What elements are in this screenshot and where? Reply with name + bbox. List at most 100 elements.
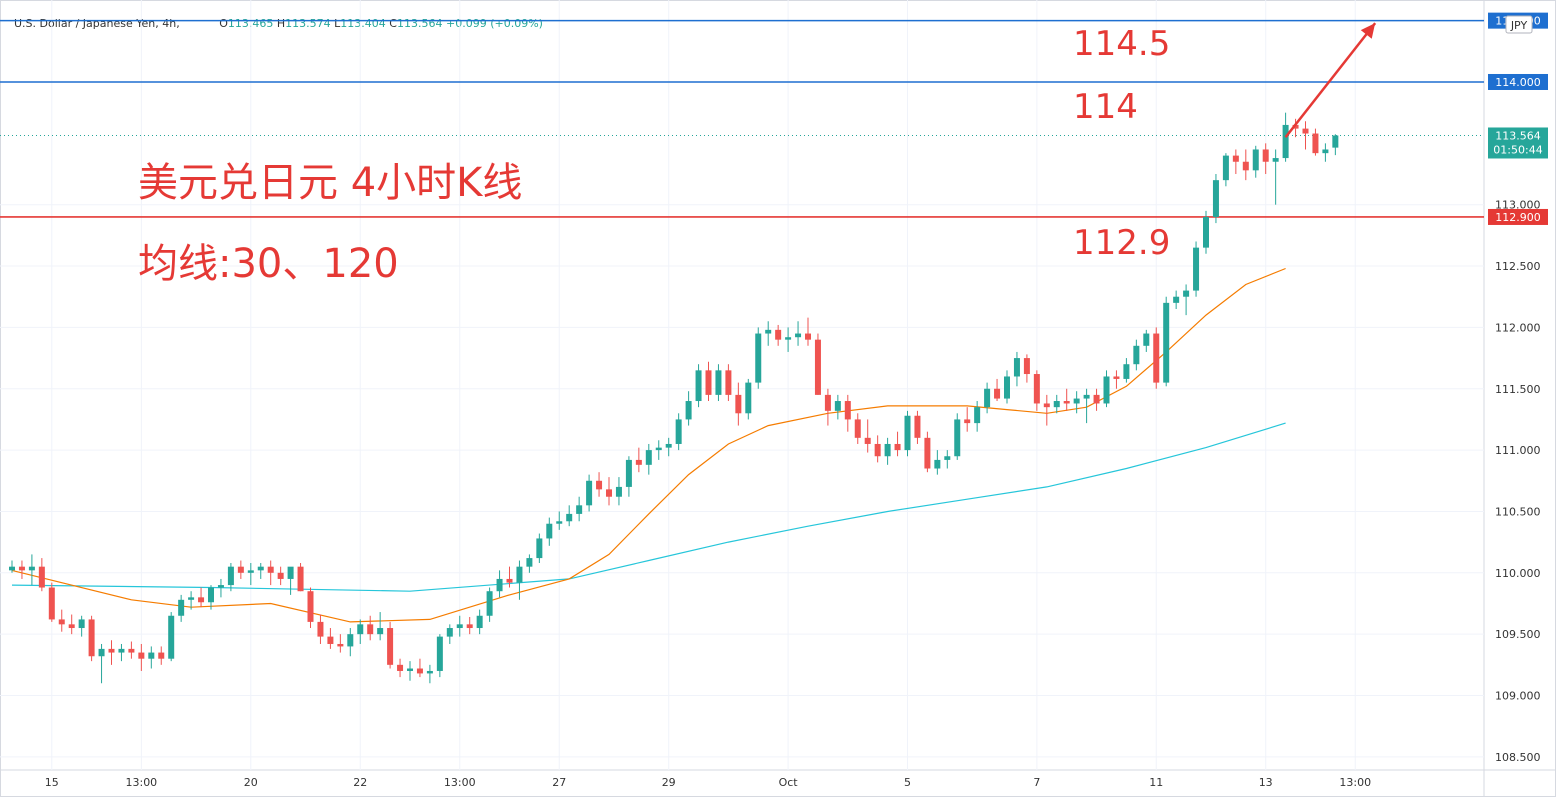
candle[interactable]	[765, 321, 772, 346]
candle[interactable]	[566, 505, 573, 527]
candle[interactable]	[1232, 149, 1239, 175]
candle[interactable]	[496, 570, 503, 598]
candle[interactable]	[615, 477, 622, 506]
candle[interactable]	[18, 560, 25, 579]
candle[interactable]	[227, 562, 234, 592]
candle[interactable]	[1163, 296, 1170, 387]
candle[interactable]	[1123, 358, 1130, 383]
candle[interactable]	[924, 431, 931, 473]
candle[interactable]	[307, 587, 314, 629]
candle[interactable]	[785, 327, 792, 352]
candle[interactable]	[1013, 351, 1020, 387]
candle[interactable]	[516, 560, 523, 600]
candle[interactable]	[357, 619, 364, 644]
candle[interactable]	[805, 317, 811, 346]
candle[interactable]	[28, 554, 35, 586]
candle[interactable]	[1203, 210, 1209, 254]
candle[interactable]	[954, 413, 961, 460]
candle[interactable]	[1153, 327, 1160, 389]
candle[interactable]	[1292, 118, 1299, 138]
candle[interactable]	[78, 615, 85, 637]
candle[interactable]	[108, 640, 115, 665]
candle[interactable]	[1212, 174, 1219, 224]
candle[interactable]	[327, 628, 334, 649]
candle[interactable]	[904, 410, 911, 457]
candle[interactable]	[9, 560, 15, 573]
candle[interactable]	[834, 394, 841, 420]
candle[interactable]	[964, 407, 971, 432]
candle[interactable]	[168, 612, 175, 662]
candle[interactable]	[1103, 370, 1110, 408]
candle[interactable]	[625, 456, 632, 497]
candle[interactable]	[426, 664, 433, 684]
candle[interactable]	[377, 612, 384, 641]
candle[interactable]	[715, 364, 722, 402]
candle[interactable]	[755, 327, 762, 389]
candle[interactable]	[98, 643, 105, 684]
candle[interactable]	[68, 614, 75, 635]
candle[interactable]	[287, 566, 294, 595]
candle[interactable]	[735, 382, 742, 426]
candle[interactable]	[635, 447, 642, 473]
candle[interactable]	[1053, 394, 1060, 414]
candle[interactable]	[1183, 284, 1190, 316]
candle[interactable]	[854, 413, 861, 444]
candle[interactable]	[277, 566, 284, 586]
candle[interactable]	[486, 587, 493, 622]
candle[interactable]	[178, 594, 185, 622]
candle[interactable]	[88, 615, 95, 662]
candle[interactable]	[1173, 290, 1180, 309]
candle[interactable]	[506, 566, 513, 588]
candle[interactable]	[894, 431, 901, 457]
candle[interactable]	[297, 562, 304, 592]
candle[interactable]	[1004, 370, 1010, 404]
candle[interactable]	[685, 391, 692, 426]
candle[interactable]	[446, 624, 453, 644]
candle[interactable]	[476, 609, 483, 635]
candle[interactable]	[198, 587, 205, 608]
candle[interactable]	[317, 614, 324, 644]
price-axis[interactable]: 108.500 109.000 109.500 110.000 110.500 111.0…	[1495, 199, 1541, 764]
candle[interactable]	[48, 582, 55, 622]
candle[interactable]	[247, 562, 254, 586]
candle[interactable]	[1033, 370, 1040, 411]
candle[interactable]	[1322, 143, 1329, 162]
candle[interactable]	[148, 646, 155, 669]
candle[interactable]	[884, 437, 891, 465]
candle[interactable]	[864, 419, 871, 453]
candle[interactable]	[1063, 388, 1070, 411]
candle[interactable]	[775, 324, 782, 346]
candle[interactable]	[1023, 354, 1030, 383]
candle[interactable]	[208, 585, 214, 610]
candle[interactable]	[1113, 370, 1120, 389]
candle[interactable]	[1043, 394, 1050, 426]
candle[interactable]	[158, 646, 165, 665]
candle[interactable]	[188, 591, 195, 610]
candle[interactable]	[994, 378, 1001, 402]
candle[interactable]	[984, 382, 991, 414]
candle[interactable]	[934, 450, 941, 475]
candle[interactable]	[407, 661, 413, 681]
candle[interactable]	[217, 578, 224, 598]
candle[interactable]	[387, 621, 394, 669]
candle[interactable]	[606, 477, 612, 506]
candle[interactable]	[1193, 241, 1200, 297]
candle[interactable]	[1262, 143, 1269, 175]
candle[interactable]	[705, 361, 712, 402]
candle[interactable]	[974, 401, 981, 432]
candle[interactable]	[745, 378, 752, 420]
candle[interactable]	[795, 321, 802, 346]
candle[interactable]	[436, 634, 443, 678]
candle[interactable]	[596, 472, 603, 497]
candle[interactable]	[416, 658, 423, 678]
candle[interactable]	[655, 440, 662, 460]
candle[interactable]	[38, 558, 45, 592]
candle[interactable]	[576, 496, 583, 522]
candle[interactable]	[546, 517, 553, 546]
candle[interactable]	[466, 616, 473, 635]
candle[interactable]	[1242, 149, 1249, 181]
candle[interactable]	[814, 333, 821, 395]
candle[interactable]	[367, 615, 374, 641]
candle[interactable]	[675, 413, 682, 451]
